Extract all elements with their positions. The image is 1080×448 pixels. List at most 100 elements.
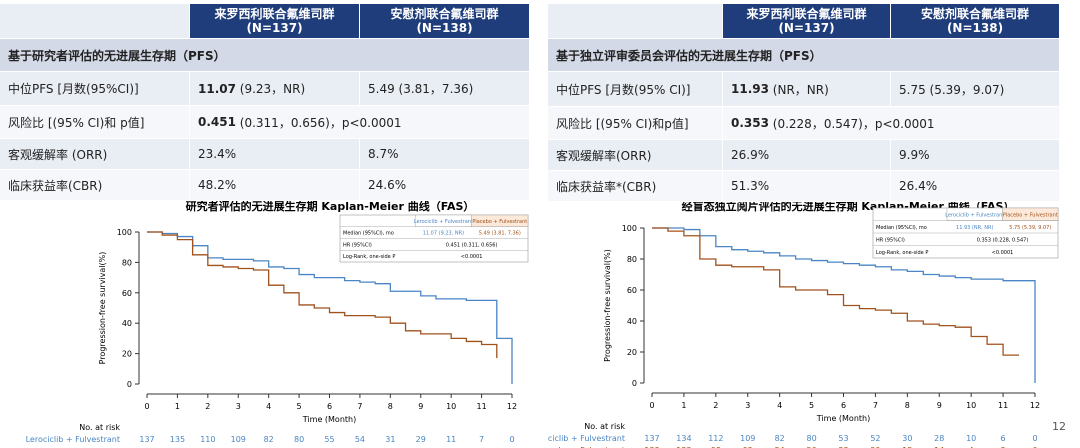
column-name: 来罗西利联合氟维司群	[746, 7, 867, 21]
cell: 0.451 (0.311，0.656)，p<0.0001	[190, 106, 530, 138]
risk-count: 15	[902, 446, 912, 448]
risk-count: 92	[743, 446, 753, 448]
risk-count: 11	[446, 435, 456, 444]
km-curve	[652, 227, 1020, 356]
cell: 48.2%	[190, 170, 360, 200]
summary-table: 来罗西利联合氟维司群 (N=137) 安慰剂联合氟维司群 (N=138) 基于独立评审委…	[548, 4, 1060, 202]
summary-header: Lerociclib + Fulvestrant	[414, 219, 473, 225]
cell: 5.75 (5.39，9.07)	[891, 72, 1060, 106]
row-label: 风险比 [(95% CI)和p值]	[548, 107, 723, 139]
y-tick-label: 80	[122, 258, 132, 267]
row-label: 中位PFS [月数(95% CI)]	[548, 72, 723, 106]
risk-count: 6	[1001, 434, 1006, 443]
header-row: 来罗西利联合氟维司群 (N=137) 安慰剂联合氟维司群 (N=138)	[548, 4, 1060, 39]
cell-text: 51.3%	[731, 179, 770, 193]
risk-count: 28	[934, 434, 944, 443]
summary-cell: 5.75 (5.39, 9.07)	[1009, 225, 1051, 231]
table-row: 中位PFS [月数(95% CI)] 11.93 (NR，NR) 5.75 (5.3…	[548, 72, 1060, 107]
table-row: 风险比 [(95% CI)和 p值] 0.451 (0.311，0.656)，p<…	[0, 106, 530, 139]
cell: 11.93 (NR，NR)	[723, 72, 891, 106]
summary-cell: 5.49 (3.81, 7.36)	[479, 231, 521, 237]
risk-row-label: Placebo + Fulvestrant	[548, 446, 625, 448]
column-name: 安慰剂联合氟维司群	[920, 7, 1029, 21]
section-row: 基于独立评审委员会评估的无进展生存期（PFS）	[548, 39, 1060, 72]
summary-cell: 0.353 (0.228, 0.547)	[977, 237, 1029, 243]
column-n: (N=137)	[246, 21, 303, 35]
cell: 8.7%	[360, 139, 530, 169]
summary-cell: 0.451 (0.311, 0.656)	[446, 242, 498, 248]
cell: 0.353 (0.228，0.547)，p<0.0001	[723, 107, 1060, 139]
x-tick-label: 8	[905, 401, 910, 410]
risk-count: 50	[806, 446, 816, 448]
table-row: 风险比 [(95% CI)和p值] 0.353 (0.228，0.547)，p<0…	[548, 107, 1060, 140]
risk-count: 3	[1001, 446, 1006, 448]
x-tick-label: 11	[998, 401, 1008, 410]
summary-row-label: Median (95%CI), mo	[876, 225, 927, 231]
column-n: (N=137)	[778, 21, 835, 35]
at-risk-label: No. at risk	[79, 423, 120, 432]
risk-count: 132	[676, 446, 691, 448]
risk-count: 0	[1032, 446, 1037, 448]
y-tick-label: 40	[627, 317, 637, 326]
km-chart: 经盲态独立阅片评估的无进展生存期 Kaplan-Meier 曲线（FAS）020…	[548, 199, 1059, 448]
cell: 24.6%	[360, 170, 530, 200]
x-tick-label: 5	[809, 401, 814, 410]
x-tick-label: 12	[1030, 401, 1040, 410]
cell: 26.4%	[891, 171, 1060, 201]
summary-table: 来罗西利联合氟维司群 (N=137) 安慰剂联合氟维司群 (N=138) 基于研究者评估…	[0, 4, 530, 201]
y-tick-label: 100	[117, 228, 132, 237]
x-tick-label: 9	[937, 401, 942, 410]
risk-count: 54	[355, 435, 365, 444]
risk-count: 135	[170, 435, 185, 444]
table-row: 临床获益率*(CBR) 51.3% 26.4%	[548, 171, 1060, 202]
row-label: 客观缓解率 (ORR)	[0, 139, 190, 169]
cell-bold: 0.353	[731, 116, 769, 130]
x-tick-label: 9	[418, 402, 423, 411]
y-axis-label: Progression-free survival(%)	[603, 249, 612, 362]
x-tick-label: 8	[388, 402, 393, 411]
cell: 26.9%	[723, 140, 891, 170]
cell: 5.49 (3.81，7.36)	[360, 72, 530, 105]
summary-row-label: Log-Rank, one-side P	[343, 254, 395, 260]
section-row: 基于研究者评估的无进展生存期（PFS）	[0, 39, 530, 72]
risk-row-label: Lerociclib + Fulvestrant	[548, 434, 625, 443]
risk-count: 10	[966, 434, 976, 443]
risk-count: 137	[644, 434, 659, 443]
summary-header: Placebo + Fulvestrant	[472, 219, 527, 225]
cell: 9.9%	[891, 140, 1060, 170]
column-n: (N=138)	[416, 21, 473, 35]
row-label: 临床获益率(CBR)	[0, 170, 190, 200]
y-tick-label: 20	[627, 348, 637, 357]
x-tick-label: 7	[873, 401, 878, 410]
at-risk-label: No. at risk	[584, 422, 625, 431]
x-tick-label: 4	[266, 402, 271, 411]
summary-row-label: HR (95%CI)	[876, 237, 905, 243]
y-tick-label: 0	[632, 379, 637, 388]
cell-text: (9.23，NR)	[235, 82, 306, 96]
section-title: 基于研究者评估的无进展生存期（PFS）	[0, 39, 530, 71]
table-row: 客观缓解率(ORR) 26.9% 9.9%	[548, 140, 1060, 171]
y-tick-label: 40	[122, 319, 132, 328]
km-chart: 研究者评估的无进展生存期 Kaplan-Meier 曲线（FAS）0204060…	[26, 199, 529, 448]
risk-count: 80	[806, 434, 816, 443]
summary-header: Lerociclib + Fulvestrant	[945, 212, 1004, 218]
risk-count: 134	[676, 434, 691, 443]
cell: 23.4%	[190, 139, 360, 169]
cell-text: 48.2%	[198, 178, 237, 192]
risk-count: 98	[711, 446, 721, 448]
x-tick-label: 5	[297, 402, 302, 411]
x-tick-label: 6	[841, 401, 846, 410]
risk-count: 30	[902, 434, 912, 443]
risk-count: 138	[644, 446, 659, 448]
y-axis-label: Progression-free survival(%)	[98, 252, 107, 365]
km-curve	[652, 227, 1036, 383]
risk-row-label: Lerociclib + Fulvestrant	[26, 435, 120, 444]
x-tick-label: 3	[745, 401, 750, 410]
y-tick-label: 60	[122, 289, 132, 298]
summary-cell: 11.93 (NR, NR)	[956, 225, 993, 231]
risk-count: 82	[264, 435, 274, 444]
risk-count: 80	[294, 435, 304, 444]
cell-text: (0.311，0.656)，p<0.0001	[235, 115, 402, 130]
x-axis-label: Time (Month)	[302, 415, 356, 424]
cell-bold: 11.07	[198, 81, 236, 96]
